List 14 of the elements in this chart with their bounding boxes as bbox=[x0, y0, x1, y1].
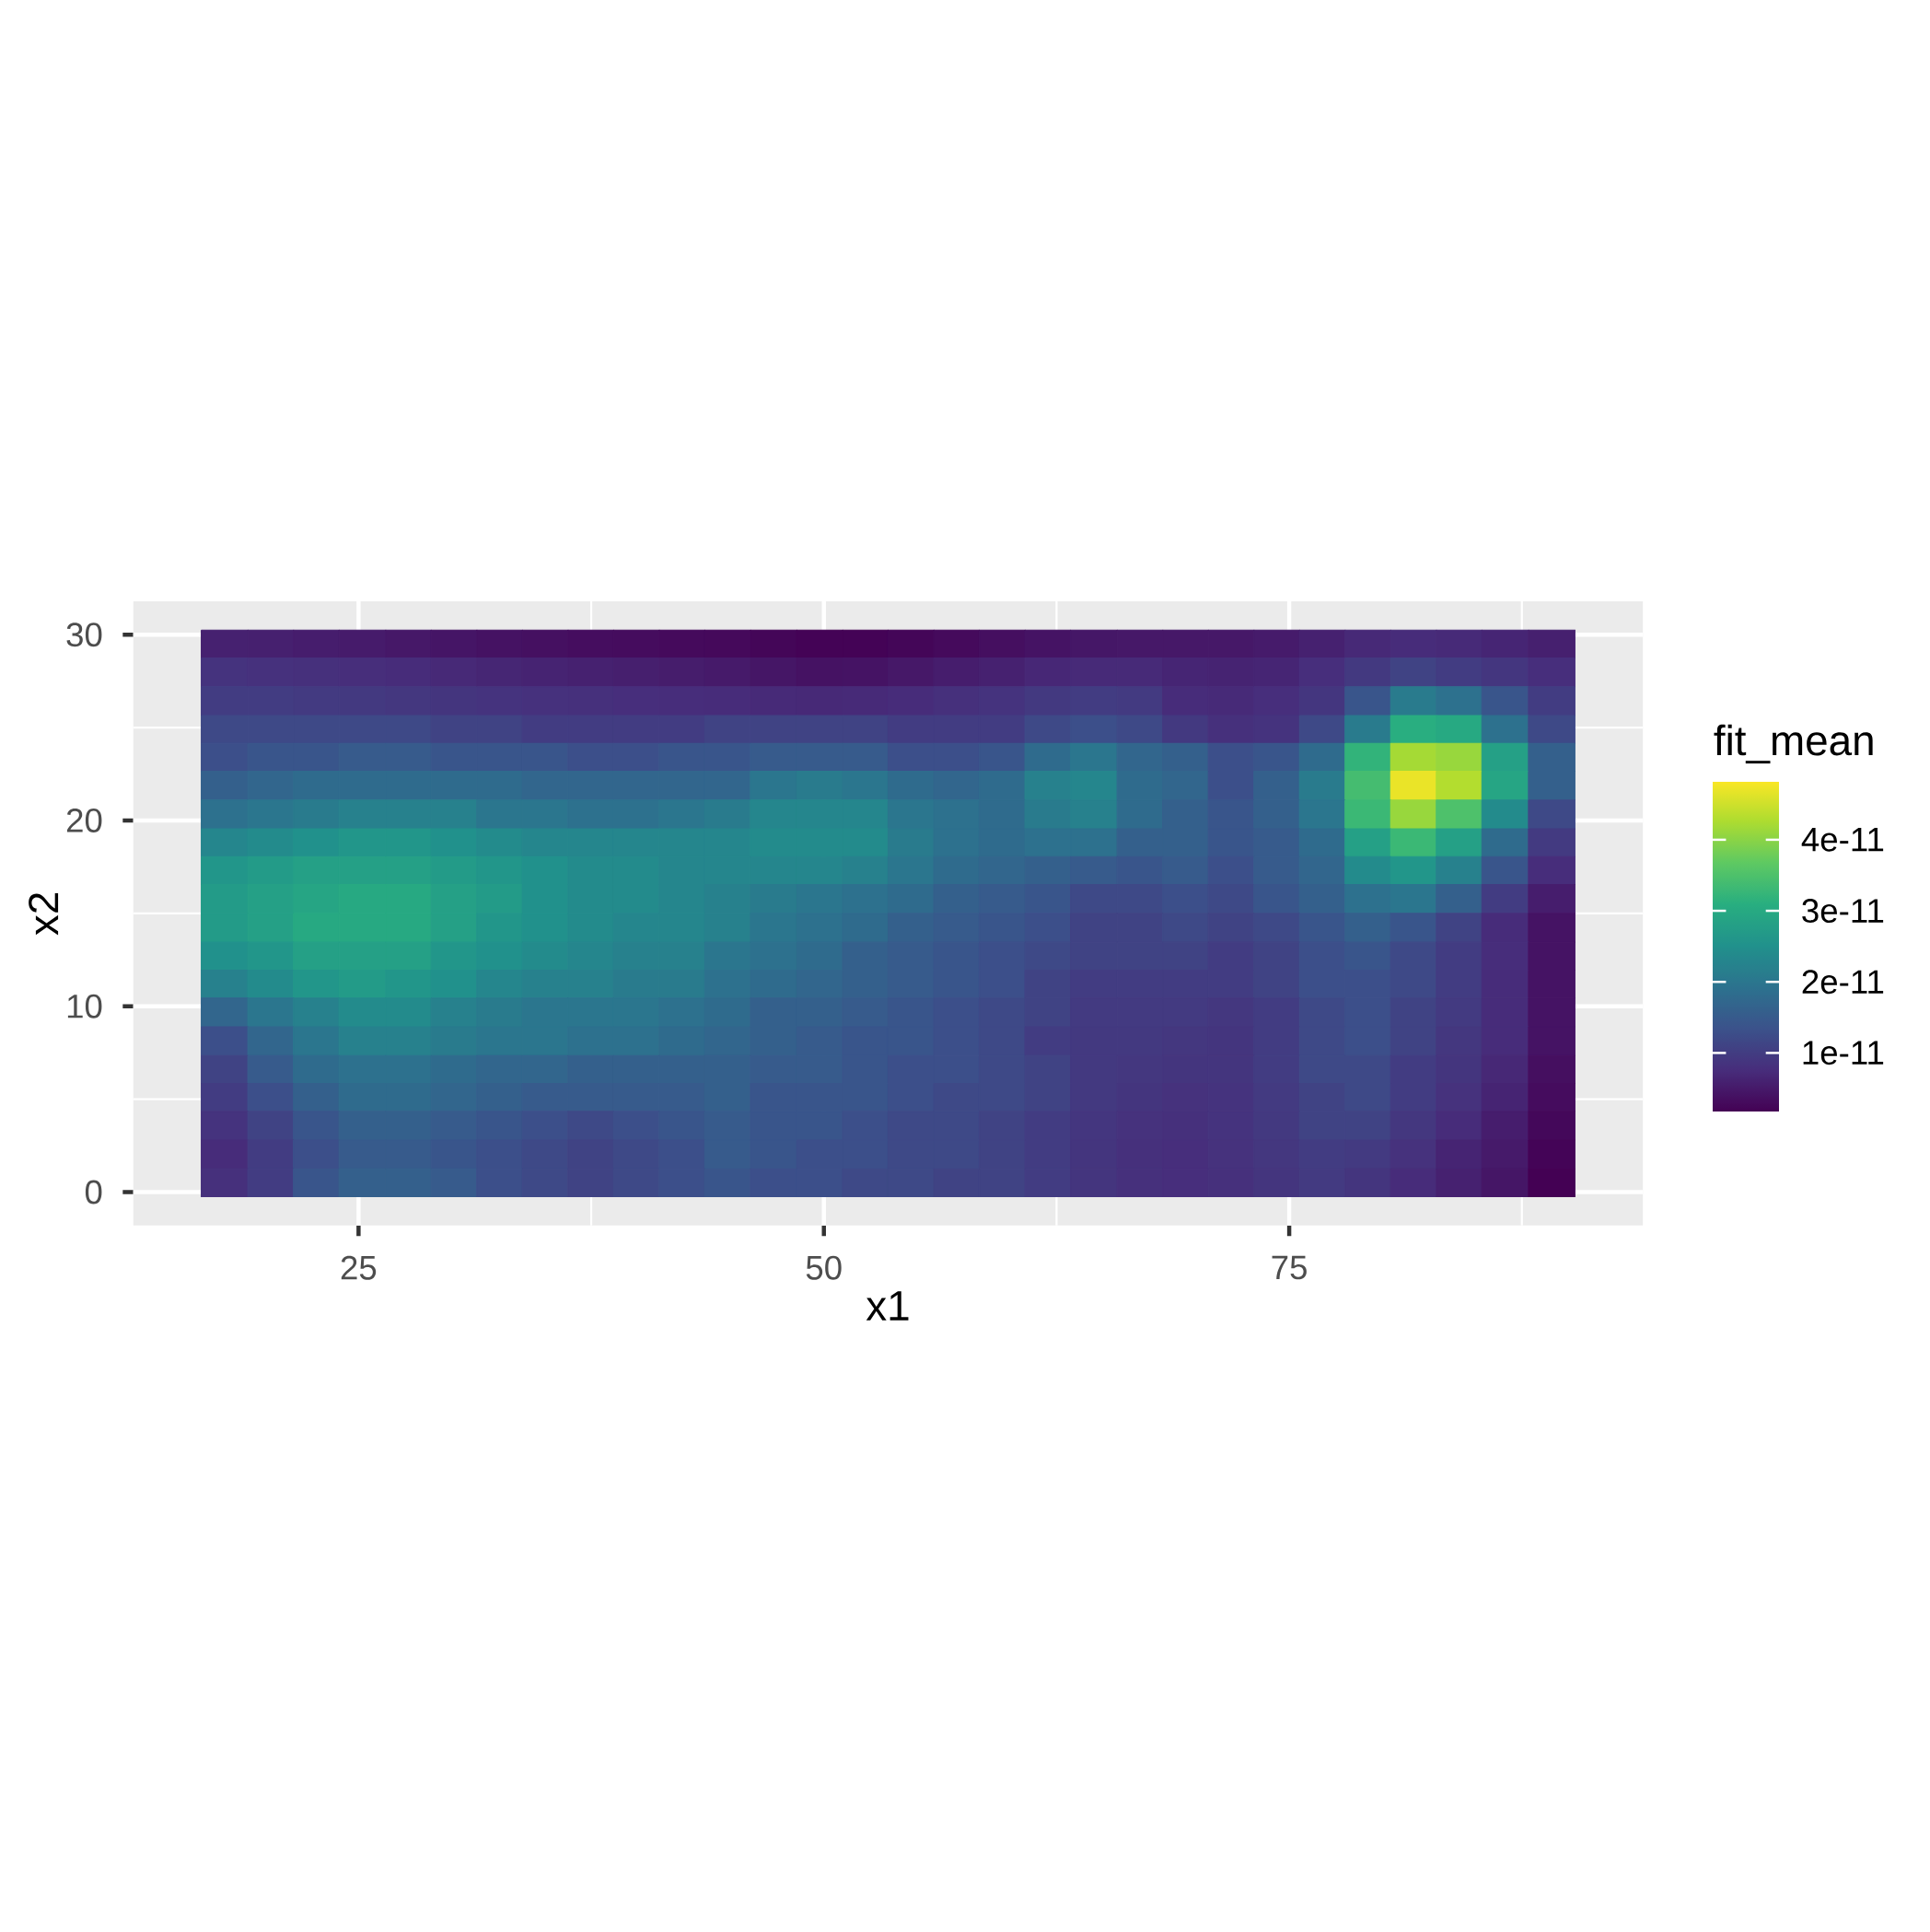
color-bar-title: fit_mean bbox=[1714, 724, 1873, 764]
color-bar-label: 4e-11 bbox=[1801, 828, 1884, 852]
y-tick-label: 10 bbox=[67, 994, 102, 1018]
color-bar-label: 3e-11 bbox=[1802, 899, 1884, 924]
x-tick-label: 75 bbox=[1272, 1255, 1307, 1280]
y-axis-title: x2 bbox=[29, 892, 59, 936]
y-tick-label: 30 bbox=[66, 623, 102, 647]
x-tick-label: 50 bbox=[806, 1255, 842, 1280]
y-tick-label: 0 bbox=[85, 1180, 102, 1205]
x-tick-label: 25 bbox=[341, 1255, 377, 1280]
y-tick-label: 20 bbox=[66, 809, 102, 832]
x-axis-title: x1 bbox=[866, 1291, 909, 1321]
color-bar-label: 1e-11 bbox=[1803, 1041, 1884, 1065]
color-bar-label: 2e-11 bbox=[1802, 970, 1884, 995]
